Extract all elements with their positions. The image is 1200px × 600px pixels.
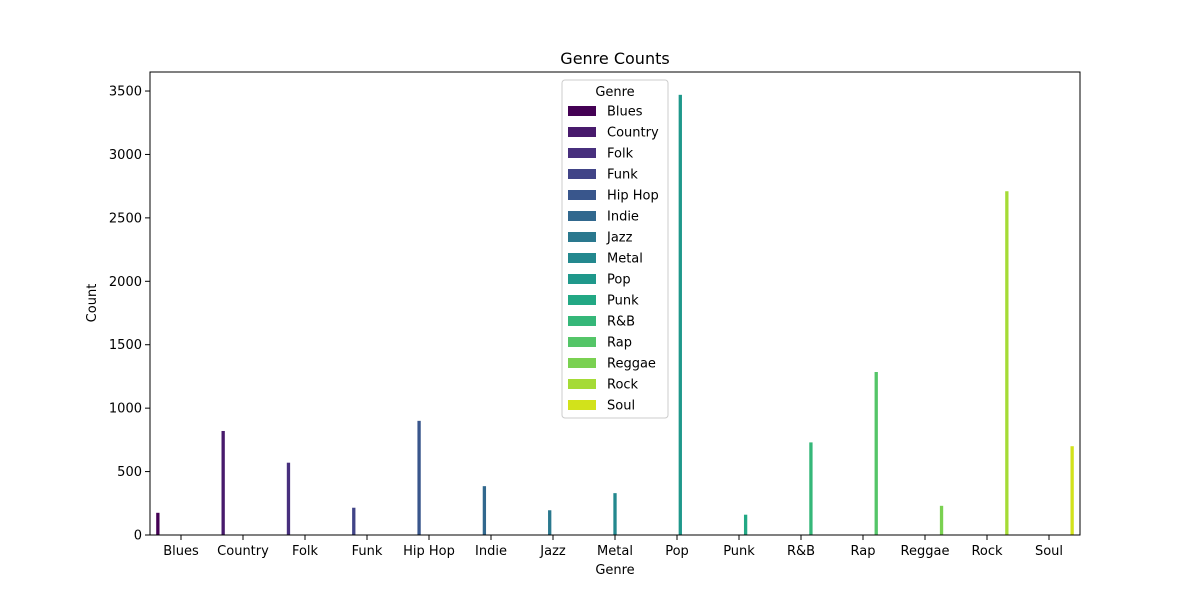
legend-swatch-funk (568, 169, 596, 179)
x-tick-label: Rap (851, 544, 876, 559)
legend-label-hip-hop: Hip Hop (607, 189, 659, 204)
legend-label-reggae: Reggae (607, 357, 656, 372)
plot-area (156, 94, 1074, 536)
legend-label-punk: Punk (607, 294, 639, 309)
bar-folk (286, 462, 291, 535)
x-tick-label: Punk (723, 544, 755, 559)
legend-swatch-country (568, 127, 596, 137)
bar-rap (874, 372, 878, 535)
x-tick-label: Country (217, 544, 269, 559)
x-tick-label: Hip Hop (403, 544, 455, 559)
legend-swatch-hip-hop (568, 190, 596, 200)
legend-label-rock: Rock (607, 378, 639, 393)
legend-swatch-folk (568, 148, 596, 158)
legend-swatch-rap (568, 337, 596, 347)
legend-swatch-indie (568, 211, 596, 221)
bar-indie (482, 486, 487, 535)
x-tick-label: Metal (597, 544, 633, 559)
legend-swatch-jazz (568, 232, 596, 242)
legend: Genre Blues Country Folk Funk Hip Hop Indie Ja… (561, 79, 669, 419)
bar-randb (809, 442, 813, 535)
legend-label-funk: Funk (607, 168, 638, 183)
legend-label-folk: Folk (607, 147, 634, 162)
legend-box (561, 79, 669, 419)
x-tick-label: Funk (352, 544, 383, 559)
legend-swatch-pop (568, 274, 596, 284)
x-tick-label: Soul (1035, 544, 1063, 559)
y-tick-label: 1500 (109, 338, 142, 353)
x-axis: Blues Country Folk Funk Hip Hop Indie Jazz Meta… (163, 535, 1063, 559)
bar-jazz (548, 510, 552, 535)
y-tick-label: 2000 (109, 275, 142, 290)
x-tick-label: Blues (163, 544, 199, 559)
y-tick-label: 0 (134, 529, 142, 544)
plot-frame (149, 71, 1081, 536)
x-tick-label: Jazz (539, 544, 566, 559)
legend-swatch-punk (568, 295, 596, 305)
legend-swatch-metal (568, 253, 596, 263)
y-tick-label: 3500 (109, 85, 142, 100)
legend-label-soul: Soul (607, 399, 635, 414)
bar-hip-hop (417, 420, 421, 535)
chart-title: Genre Counts (560, 49, 669, 68)
x-tick-label: R&B (787, 544, 815, 559)
y-tick-label: 2500 (109, 211, 142, 226)
legend-swatch-reggae (568, 358, 596, 368)
bar-soul (1070, 446, 1074, 535)
legend-label-randb: R&B (607, 315, 635, 330)
x-axis-label: Genre (595, 563, 634, 578)
bar-blues (156, 512, 160, 535)
legend-label-country: Country (607, 126, 659, 141)
legend-label-metal: Metal (607, 252, 643, 267)
x-tick-label: Rock (971, 544, 1003, 559)
bar-reggae (939, 505, 944, 535)
y-tick-label: 3000 (109, 148, 142, 163)
y-axis: 0 500 1000 1500 2000 2500 3000 3500 (109, 85, 150, 544)
x-tick-label: Indie (475, 544, 507, 559)
bar-pop (678, 94, 682, 535)
legend-entries: Blues Country Folk Funk Hip Hop Indie Jazz Meta… (568, 105, 659, 414)
legend-label-pop: Pop (607, 273, 631, 288)
legend-label-rap: Rap (607, 336, 632, 351)
legend-label-jazz: Jazz (606, 231, 633, 246)
legend-swatch-randb (568, 316, 596, 326)
y-tick-label: 1000 (109, 402, 142, 417)
bar-metal (613, 493, 617, 535)
legend-swatch-soul (568, 400, 596, 410)
bar-country (221, 430, 225, 535)
y-axis-label: Count (85, 284, 100, 323)
x-tick-label: Reggae (901, 544, 950, 559)
bar-funk (352, 507, 356, 535)
y-tick-label: 500 (117, 465, 142, 480)
bar-punk (743, 514, 748, 535)
legend-swatch-rock (568, 379, 596, 389)
x-tick-label: Pop (665, 544, 689, 559)
legend-label-indie: Indie (607, 210, 639, 225)
bar-rock (1005, 191, 1009, 536)
legend-label-blues: Blues (607, 105, 643, 120)
x-tick-label: Folk (292, 544, 319, 559)
legend-swatch-blues (568, 106, 596, 116)
legend-title: Genre (595, 85, 634, 100)
